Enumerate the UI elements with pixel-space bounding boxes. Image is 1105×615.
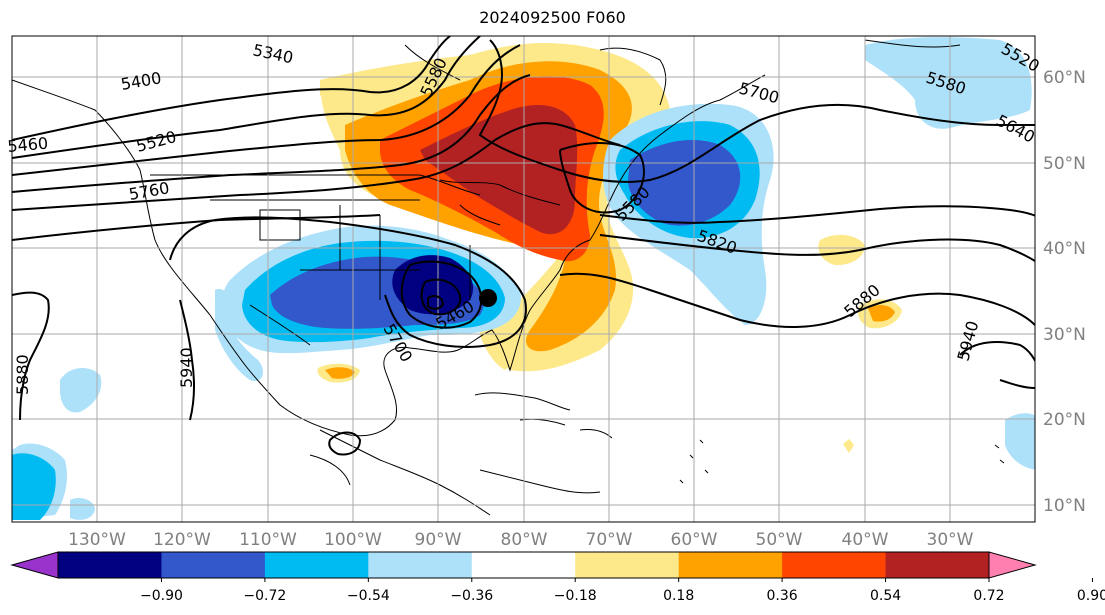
lat-label: 40°N: [1043, 239, 1086, 259]
plot-frame: [11, 35, 1036, 523]
low-center-marker: [479, 289, 497, 307]
colorbar-tick-label: 0.90: [1077, 588, 1105, 604]
latitude-labels: 60°N 50°N 40°N 30°N 20°N 10°N: [1043, 68, 1086, 516]
colorbar-segment: [782, 552, 887, 578]
lon-label: 40°W: [842, 530, 889, 550]
colorbar-tick-label: −0.36: [450, 588, 493, 604]
colorbar-segment: [575, 552, 680, 578]
contour-label: 5460: [7, 134, 49, 156]
lon-label: 50°W: [756, 530, 803, 550]
colorbar-tick-label: 0.72: [973, 588, 1004, 604]
colorbar-segment: [368, 552, 473, 578]
lon-label: 110°W: [239, 530, 297, 550]
colorbar-segment: [885, 552, 990, 578]
lon-label: 90°W: [415, 530, 462, 550]
colorbar-frame: [57, 551, 990, 579]
negative-anomaly-southern-us: [12, 225, 521, 520]
colorbar-tick-label: −0.18: [554, 588, 597, 604]
lon-label: 100°W: [324, 530, 382, 550]
graticule: [12, 36, 1035, 522]
contour-label: 5880: [13, 354, 32, 395]
height-contours: [12, 36, 1035, 456]
map-title: 2024092500 F060: [479, 8, 626, 27]
colorbar-tick-label: 0.18: [663, 588, 694, 604]
colorbar-tick-label: −0.72: [243, 588, 286, 604]
lon-label: 70°W: [586, 530, 633, 550]
lon-label: 120°W: [153, 530, 211, 550]
colorbar-segment: [264, 552, 369, 578]
lon-label: 130°W: [68, 530, 126, 550]
colorbar-tick-label: −0.90: [140, 588, 183, 604]
lat-label: 50°N: [1043, 154, 1086, 174]
colorbar-tick-label: −0.54: [347, 588, 390, 604]
colorbar-tick-label: 0.54: [870, 588, 901, 604]
lat-label: 10°N: [1043, 496, 1086, 516]
lat-label: 20°N: [1043, 410, 1086, 430]
colorbar-extend-low: [10, 551, 59, 579]
colorbar: −0.90 −0.72 −0.54 −0.36 −0.18 0.18 0.36 0.54 0.7…: [10, 551, 1105, 604]
colorbar-segment: [161, 552, 266, 578]
colorbar-segment: [471, 552, 576, 578]
colorbar-extend-high: [988, 551, 1037, 579]
colorbar-segment: [678, 552, 783, 578]
lat-label: 30°N: [1043, 325, 1086, 345]
contour-label: 5940: [177, 347, 196, 388]
lon-label: 60°W: [671, 530, 718, 550]
longitude-labels: 130°W 120°W 110°W 100°W 90°W 80°W 70°W 6…: [68, 530, 974, 550]
negative-anomaly-atlantic: [603, 37, 1035, 470]
lon-label: 80°W: [501, 530, 548, 550]
colorbar-segment: [58, 552, 162, 578]
colorbar-tick-label: 0.36: [767, 588, 798, 604]
lon-label: 30°W: [927, 530, 974, 550]
lat-label: 60°N: [1043, 68, 1086, 88]
